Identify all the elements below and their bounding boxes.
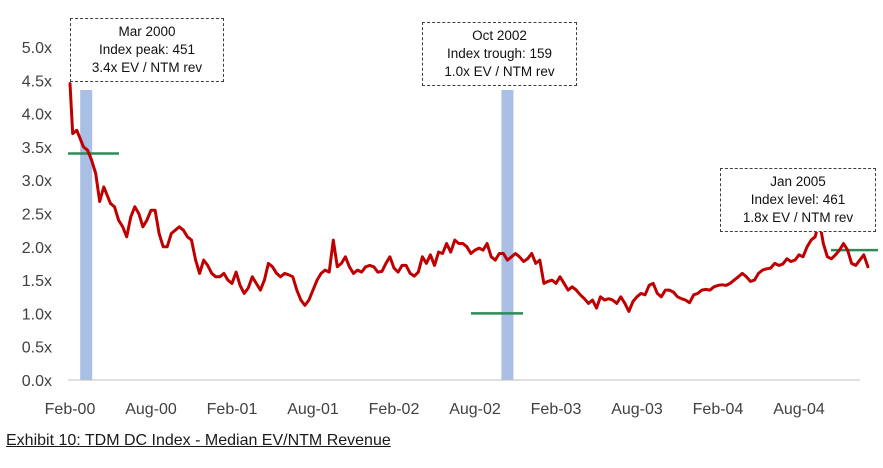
annotation-mar-2000: Mar 2000 Index peak: 451 3.4x EV / NTM r… bbox=[70, 18, 224, 82]
annotation-jan-2005: Jan 2005 Index level: 461 1.8x EV / NTM … bbox=[720, 168, 876, 232]
annotation-line: 3.4x EV / NTM rev bbox=[91, 60, 203, 75]
annotation-line: 1.0x EV / NTM rev bbox=[444, 64, 555, 79]
annotation-line: Mar 2000 bbox=[118, 24, 176, 39]
series-line-median-ev-ntm bbox=[68, 82, 870, 313]
x-tick-label: Aug-03 bbox=[611, 401, 663, 418]
x-tick-label: Feb-02 bbox=[369, 401, 420, 418]
x-tick-label: Aug-00 bbox=[125, 401, 177, 418]
y-tick-label: 2.0x bbox=[22, 240, 52, 257]
x-tick-label: Aug-02 bbox=[449, 401, 501, 418]
y-axis-ticks: 0.0x 0.5x 1.0x 1.5x 2.0x 2.5x 3.0x 3.5x 4.0x 4.5x… bbox=[22, 40, 52, 390]
chart-title: Exhibit 10: TDM DC Index - Median EV/NTM… bbox=[6, 432, 391, 449]
y-tick-label: 0.5x bbox=[22, 340, 52, 357]
y-tick-label: 5.0x bbox=[22, 40, 52, 57]
y-tick-label: 3.0x bbox=[22, 173, 52, 190]
x-tick-label: Aug-01 bbox=[287, 401, 339, 418]
y-tick-label: 4.0x bbox=[22, 107, 52, 124]
y-tick-label: 2.5x bbox=[22, 207, 52, 224]
annotation-oct-2002: Oct 2002 Index trough: 159 1.0x EV / NTM… bbox=[422, 22, 577, 86]
x-tick-label: Feb-00 bbox=[45, 401, 96, 418]
y-tick-label: 4.5x bbox=[22, 73, 52, 90]
y-tick-label: 0.0x bbox=[22, 373, 52, 390]
annotation-line: Oct 2002 bbox=[472, 28, 527, 43]
highlight-bands bbox=[80, 90, 514, 380]
x-tick-label: Feb-01 bbox=[207, 401, 258, 418]
y-tick-label: 3.5x bbox=[22, 140, 52, 157]
highlight-band-1 bbox=[501, 90, 514, 380]
highlight-band-0 bbox=[80, 90, 93, 380]
y-tick-label: 1.0x bbox=[22, 306, 52, 323]
annotation-line: Index trough: 159 bbox=[446, 46, 553, 61]
annotation-line: Index peak: 451 bbox=[98, 42, 196, 57]
y-tick-label: 1.5x bbox=[22, 273, 52, 290]
annotation-line: Jan 2005 bbox=[770, 174, 826, 189]
x-tick-label: Aug-04 bbox=[773, 401, 825, 418]
x-tick-label: Feb-03 bbox=[531, 401, 582, 418]
x-tick-label: Feb-04 bbox=[693, 401, 744, 418]
annotation-line: 1.8x EV / NTM rev bbox=[742, 210, 854, 225]
x-axis-ticks: Feb-00 Aug-00 Feb-01 Aug-01 Feb-02 Aug-02 Feb-… bbox=[45, 401, 825, 418]
annotation-line: Index level: 461 bbox=[750, 192, 846, 207]
